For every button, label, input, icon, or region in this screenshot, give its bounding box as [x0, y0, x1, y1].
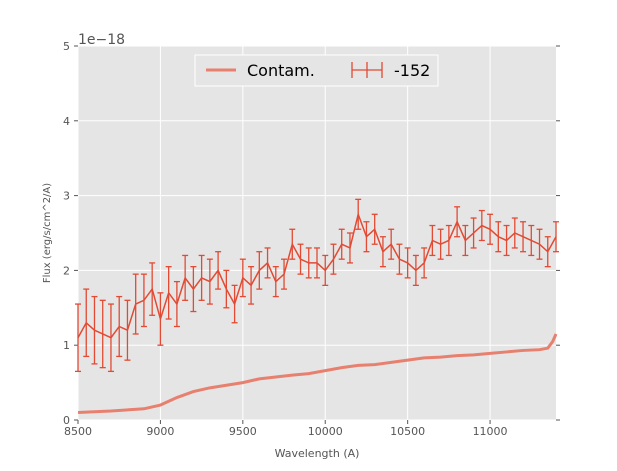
- x-tick-label: 10500: [390, 425, 425, 438]
- x-tick-label: 10000: [308, 425, 343, 438]
- data-line: [77, 211, 557, 339]
- legend-data-swatch: [351, 62, 383, 78]
- legend-data-label: -152: [394, 61, 430, 80]
- error-bar: [553, 221, 559, 253]
- y-tick-label: 1: [63, 339, 70, 352]
- offset-label: 1e−18: [78, 32, 125, 48]
- y-tick-label: 0: [63, 414, 70, 427]
- x-tick-label: 9000: [146, 425, 174, 438]
- plot-area: [78, 46, 556, 420]
- y-axis-label: Flux (erg/s/cm^2/A): [42, 183, 53, 283]
- y-tick-label: 2: [63, 264, 70, 277]
- x-axis-label: Wavelength (A): [275, 447, 360, 460]
- legend-contam-label: Contam.: [247, 61, 315, 80]
- y-tick-label: 4: [63, 115, 70, 128]
- x-tick-label: 9500: [229, 425, 257, 438]
- x-tick-label: 11000: [473, 425, 508, 438]
- y-tick-label: 3: [63, 190, 70, 203]
- x-tick-label: 8500: [64, 425, 92, 438]
- contam-line: [77, 333, 558, 415]
- legend: Contam. -152: [194, 54, 439, 87]
- y-tick-label: 5: [63, 40, 70, 53]
